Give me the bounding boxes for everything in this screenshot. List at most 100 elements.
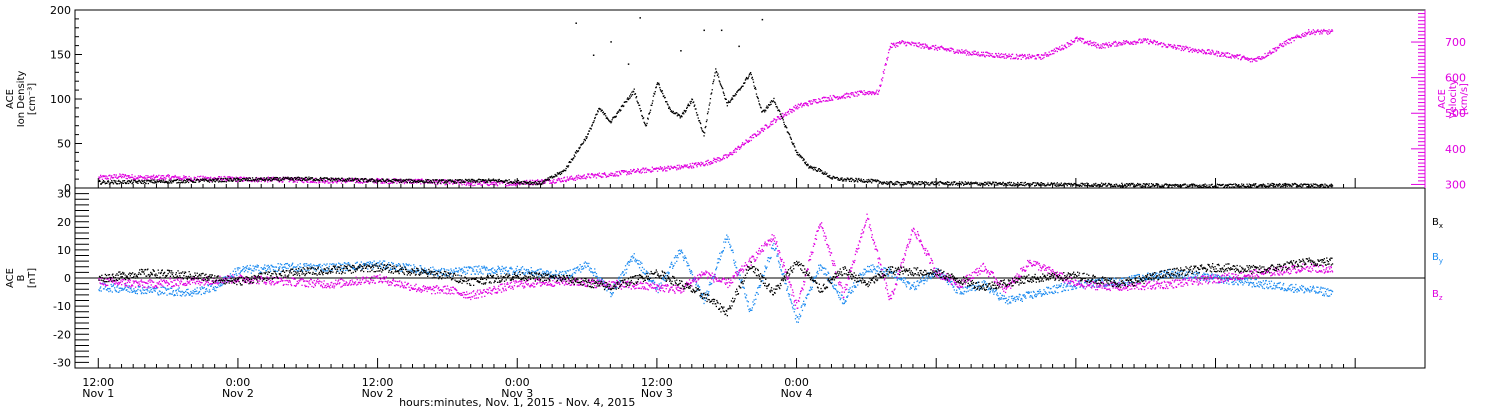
by-series-point [147,289,148,290]
by-series-point [133,291,134,292]
density-series-point [853,179,854,180]
density-series-point [706,119,707,120]
velocity-series-point [1294,40,1295,41]
density-series-point [1147,184,1148,185]
density-series-point [1003,182,1004,183]
density-series-point [882,184,883,185]
velocity-series-point [795,105,796,106]
density-series-point [630,94,631,95]
density-series-point [298,179,299,180]
velocity-series-point [797,106,798,107]
density-series-point [602,110,603,111]
by-series-point [110,290,111,291]
velocity-series-point [1010,55,1011,56]
velocity-series-point [1241,59,1242,60]
density-series-point [504,182,505,183]
density-series-point [652,103,653,104]
by-series-point [99,290,100,291]
density-series-point [790,138,791,139]
velocity-series-point [1027,54,1028,55]
velocity-series-point [657,171,658,172]
density-series-point [408,179,409,180]
density-series-point [779,110,780,111]
velocity-series-point [294,181,295,182]
density-series-point [427,179,428,180]
density-series-point [665,97,666,98]
density-series-point [693,101,694,102]
velocity-series-point [307,182,308,183]
velocity-series-point [879,90,880,91]
density-series-point [126,183,127,184]
velocity-series-point [119,173,120,174]
by-series-point [208,285,209,286]
density-series-point [422,182,423,183]
density-series-point [953,184,954,185]
velocity-series-point [445,184,446,185]
by-series-point [172,291,173,292]
density-series-point [783,122,784,123]
density-series-point [636,96,637,97]
density-series-point [205,179,206,180]
velocity-series-point [1076,38,1077,39]
density-series-point [1209,184,1210,185]
density-series-point [627,99,628,100]
velocity-series-point [1067,42,1068,43]
velocity-series-point [1096,45,1097,46]
velocity-series-point [1287,42,1288,43]
by-series-point [209,289,210,290]
density-series-point [683,113,684,114]
density-series-point [1194,184,1195,185]
velocity-series-point [323,181,324,182]
density-series-point [573,157,574,158]
velocity-series-point [482,184,483,185]
velocity-series-point [1107,45,1108,46]
density-series-point [188,182,189,183]
by-series-point [194,291,195,292]
density-series-point [721,86,722,87]
density-series-point [708,111,709,112]
by-series-point [284,264,285,265]
velocity-series-point [1152,42,1153,43]
density-series-point [489,180,490,181]
density-series-point [910,182,911,183]
density-series-point [761,107,762,108]
density-series-point [1139,184,1140,185]
density-series-point [1186,185,1187,186]
velocity-series-point [848,93,849,94]
velocity-series-point [1070,43,1071,44]
density-series-point [1032,184,1033,185]
by-series-point [248,269,249,270]
velocity-series-point [832,100,833,101]
by-series-point [314,265,315,266]
density-series-point [471,180,472,181]
by-series-point [269,266,270,267]
density-series-point [229,178,230,179]
by-series-point [168,289,169,290]
density-series-point [773,100,774,101]
density-series-point [532,184,533,185]
by-series-point [297,264,298,265]
density-series-point [1299,184,1300,185]
density-series-point [255,179,256,180]
velocity-series-point [1071,40,1072,41]
velocity-series-point [495,184,496,185]
velocity-series-point [1326,32,1327,33]
velocity-series-point [618,175,619,176]
velocity-series-point [649,169,650,170]
density-series-point [701,128,702,129]
velocity-series-point [623,172,624,173]
density-series-point [310,179,311,180]
by-series-point [129,292,130,293]
density-series-point [605,113,606,114]
velocity-series-point [782,113,783,114]
density-series-point [1250,186,1251,187]
velocity-series-point [1305,32,1306,33]
density-series-point [1078,184,1079,185]
density-series-point [872,179,873,180]
density-series-point [479,182,480,183]
velocity-series-point [1283,45,1284,46]
density-series-point [542,182,543,183]
velocity-series-point [642,172,643,173]
velocity-series-point [798,107,799,108]
density-series-point [626,101,627,102]
